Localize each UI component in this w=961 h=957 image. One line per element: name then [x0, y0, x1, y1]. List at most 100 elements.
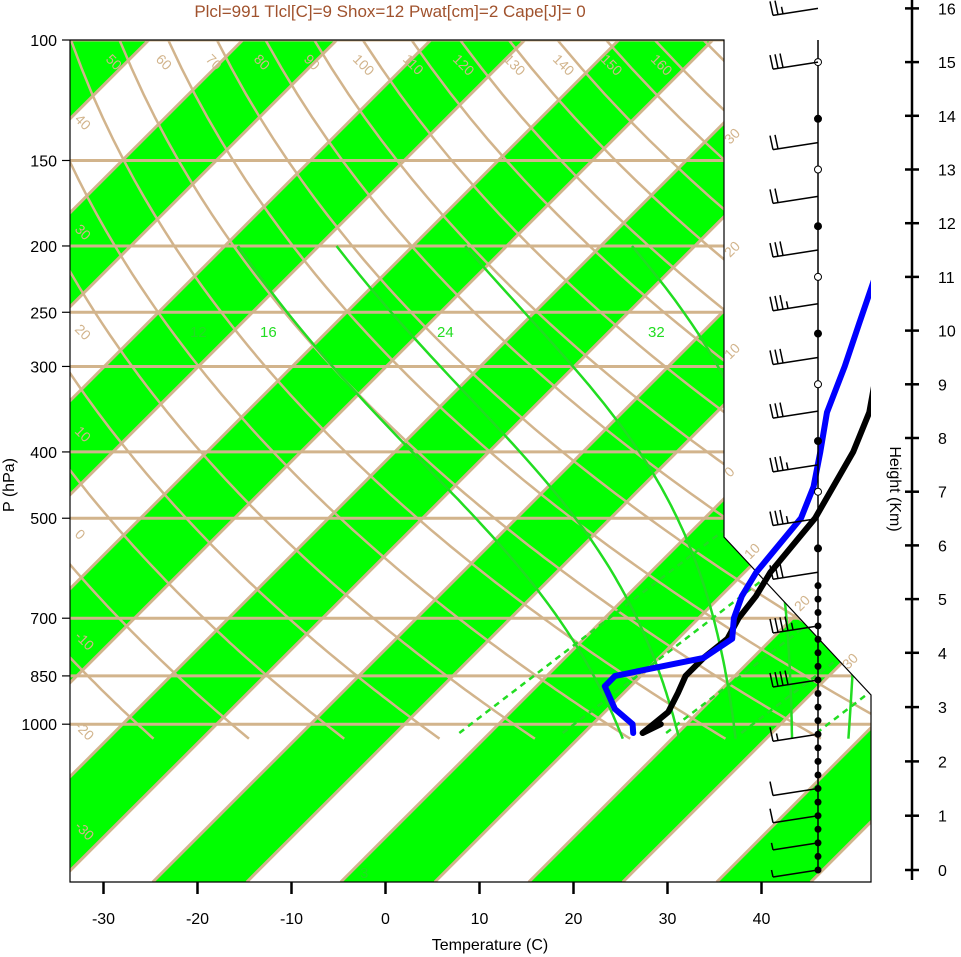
wind-barb-shaft: [772, 356, 819, 366]
wind-barb-column: [769, 0, 822, 878]
moist-adiabat-line: [236, 245, 624, 740]
wind-barb-shaft: [772, 733, 819, 742]
wind-level-dot: [814, 582, 822, 590]
wind-barb-flag: [774, 242, 779, 257]
wind-barb-flag: [769, 296, 774, 311]
wind-barb-flag: [774, 54, 779, 69]
wind-barb-flag: [769, 242, 774, 258]
wind-barb-shaft: [772, 842, 819, 851]
wind-barb-shaft: [772, 249, 819, 258]
isotherm-line: [527, 537, 871, 882]
isotherm-line: [70, 40, 714, 685]
wind-barb-shaft: [772, 787, 819, 797]
dry-adiabat-line: [70, 159, 631, 740]
dry-adiabat-line: [70, 370, 441, 740]
wind-barb-shaft: [772, 869, 819, 878]
plot-border-upper: [69, 39, 872, 883]
pressure-axis: 100 150 200 250 300 400 500 700 850 1000: [21, 33, 70, 734]
wind-barb-flag: [774, 349, 779, 364]
temperature-tick-label: 30: [659, 911, 677, 928]
wind-level-dot: [814, 609, 822, 617]
wind-barb-flag: [774, 134, 779, 150]
mixing-ratio-label: 32: [648, 324, 665, 341]
temperature-axis: -30 -20 -10 0 10 20 30 40: [92, 882, 771, 928]
temperature-band: [70, 40, 871, 871]
wind-barb-flag: [769, 350, 774, 365]
wind-barb-flag: [779, 563, 784, 578]
pressure-tick-label: 250: [30, 305, 57, 322]
wind-barb-flag: [769, 457, 774, 473]
wind-level-dot: [814, 595, 822, 603]
wind-barb-flag: [779, 456, 784, 471]
chart-title: Plcl=991 Tlcl[C]=9 Shox=12 Pwat[cm]=2 Ca…: [194, 2, 585, 21]
wind-barb-half-flag: [790, 622, 794, 630]
wind-barb-shaft: [772, 141, 819, 151]
mixing-ratio-label: 12: [190, 324, 207, 341]
mixing-ratio-label: 16: [260, 324, 277, 341]
height-tick-label: 3: [938, 700, 947, 717]
temperature-tick-label: -20: [186, 911, 209, 928]
wind-barb-flag: [769, 1, 774, 16]
wind-barb-shaft: [772, 7, 819, 17]
wind-barb-flag: [779, 348, 784, 364]
wind-barb-half-flag: [780, 6, 784, 14]
wind-barb-flag: [769, 781, 774, 796]
height-tick-label: 9: [938, 377, 947, 394]
height-tick-label: 4: [938, 646, 947, 663]
temperature-tick-label: 20: [565, 911, 583, 928]
isotherm-line: [70, 40, 620, 591]
wind-barb-half-flag: [770, 842, 774, 851]
dewpoint-profile: [601, 279, 871, 736]
wind-level-dot: [814, 690, 822, 698]
wind-barb-flag: [769, 727, 774, 742]
pressure-tick-label: 500: [30, 511, 57, 528]
wind-barb-flag: [779, 402, 784, 417]
wind-barb-flag: [779, 53, 784, 68]
dry-adiabat-line: [70, 468, 345, 740]
wind-barb-shaft: [772, 464, 819, 473]
height-tick-label: 15: [938, 55, 956, 72]
wind-level-dot: [814, 757, 822, 765]
dry-adiabat-line: [70, 562, 250, 740]
wind-barb-flag: [774, 188, 779, 203]
wind-barb-flag: [769, 54, 774, 70]
wind-barb-flag: [769, 135, 774, 150]
wind-level-dot: [814, 852, 822, 860]
height-tick-label: 8: [938, 431, 947, 448]
wind-barb-flag: [779, 241, 784, 256]
height-tick-label: 2: [938, 754, 947, 771]
wind-barb-flag: [769, 511, 774, 526]
mixing-ratio-labels: 3 12 16 24 32: [190, 324, 665, 882]
temperature-profile: [639, 386, 871, 736]
pressure-tick-label: 850: [30, 669, 57, 686]
wind-barb-shaft: [772, 625, 819, 634]
wind-level-dot: [814, 798, 822, 806]
wind-barb-flag: [774, 0, 779, 15]
height-tick-label: 7: [938, 485, 947, 502]
wind-barb-flag: [774, 295, 779, 311]
height-tick-label: 12: [938, 216, 956, 233]
height-tick-label: 0: [938, 863, 947, 880]
wind-barb-half-flag: [775, 733, 779, 741]
mixing-ratio-line: [458, 485, 782, 734]
wind-barb-shaft: [772, 195, 819, 205]
mixing-ratio-label: 24: [437, 324, 454, 341]
wind-level-dot: [814, 662, 822, 670]
height-tick-label: 5: [938, 592, 947, 609]
height-tick-label: 14: [938, 109, 956, 126]
wind-level-dot: [814, 114, 822, 123]
wind-level-dot: [814, 437, 822, 445]
wind-level-dot: [814, 222, 822, 231]
height-tick-label: 1: [938, 809, 947, 826]
pressure-tick-label: 100: [30, 33, 57, 50]
wind-barb-flag: [769, 618, 774, 634]
pressure-tick-label: 150: [30, 153, 57, 170]
wind-barb-half-flag: [785, 462, 789, 470]
pressure-tick-label: 1000: [21, 717, 57, 734]
wind-barb-flag: [769, 672, 774, 688]
mixing-ratio-line: [561, 495, 871, 734]
wind-barb-flag: [774, 617, 779, 633]
wind-barb-flag: [769, 808, 774, 823]
